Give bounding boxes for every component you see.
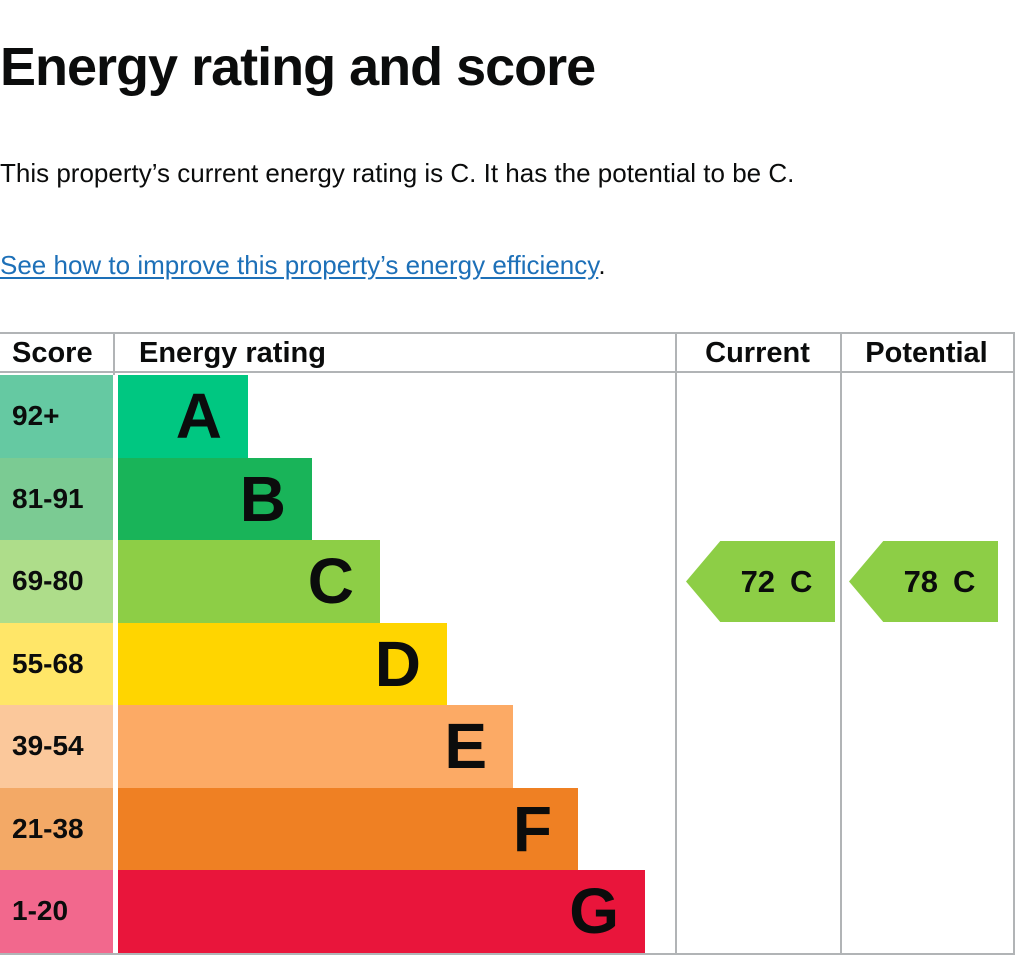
score-range-cell: 69-80: [0, 540, 113, 623]
epc-band-row-f: 21-38 F: [0, 787, 645, 870]
current-score-value: 72: [740, 563, 776, 599]
divider-current-column: [675, 334, 677, 953]
divider-score-column: [113, 334, 115, 375]
score-range-cell: 92+: [0, 375, 113, 458]
improve-efficiency-link[interactable]: See how to improve this property’s energ…: [0, 250, 599, 280]
rating-band-bar: D: [118, 622, 447, 705]
header-current: Current: [705, 337, 810, 369]
current-band-letter: C: [790, 563, 813, 599]
score-range-cell: 1-20: [0, 870, 113, 953]
rating-band-bar: E: [118, 705, 513, 788]
chart-header-row: Score Energy rating Current Potential: [0, 334, 1013, 373]
epc-band-row-b: 81-91 B: [0, 457, 645, 540]
epc-band-row-g: 1-20 G: [0, 870, 645, 953]
rating-band-bar: G: [118, 870, 645, 953]
rating-band-bar: B: [118, 457, 312, 540]
epc-band-row-c: 69-80 C: [0, 540, 645, 623]
potential-band-letter: C: [953, 563, 976, 599]
rating-band-bar: A: [118, 375, 248, 458]
header-energy-rating: Energy rating: [139, 337, 326, 369]
potential-rating-arrow: 78 C: [849, 541, 998, 622]
energy-rating-chart: Score Energy rating Current Potential 92…: [0, 332, 1015, 955]
intro-text: This property’s current energy rating is…: [0, 158, 795, 188]
link-period: .: [598, 250, 606, 280]
current-rating-arrow: 72 C: [686, 541, 835, 622]
potential-score-value: 78: [903, 563, 939, 599]
score-range-cell: 55-68: [0, 622, 113, 705]
score-range-cell: 21-38: [0, 787, 113, 870]
rating-band-rows: 92+ A 81-91 B 69-80 C 55-68 D 39-54 E 21-38 F 1-20 G: [0, 375, 645, 953]
score-range-cell: 39-54: [0, 705, 113, 788]
header-score: Score: [12, 337, 93, 369]
rating-band-bar: F: [118, 787, 578, 870]
epc-band-row-d: 55-68 D: [0, 622, 645, 705]
epc-band-row-a: 92+ A: [0, 375, 645, 458]
rating-band-bar: C: [118, 540, 380, 623]
link-line: See how to improve this property’s energ…: [0, 248, 606, 282]
page-title: Energy rating and score: [0, 37, 596, 97]
score-range-cell: 81-91: [0, 457, 113, 540]
epc-band-row-e: 39-54 E: [0, 705, 645, 788]
divider-potential-column: [840, 334, 842, 953]
header-potential: Potential: [865, 337, 988, 369]
